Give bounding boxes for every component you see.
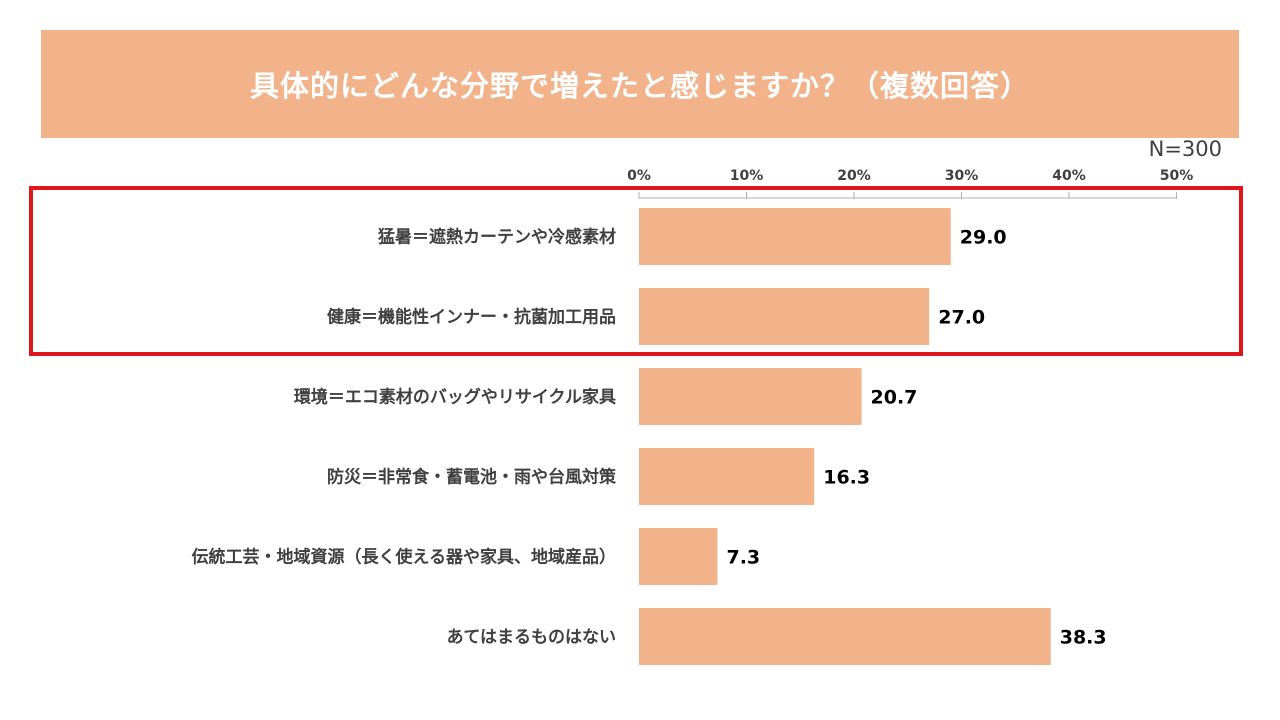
category-label: 健康＝機能性インナー・抗菌加工用品 [327, 307, 616, 328]
x-tick-label: 10% [730, 168, 764, 184]
bar [639, 528, 718, 585]
bar [639, 448, 815, 505]
category-label: 環境＝エコ素材のバッグやリサイクル家具 [294, 387, 616, 408]
chart-title: 具体的にどんな分野で増えたと感じますか？（複数回答） [249, 69, 1030, 103]
value-label: 29.0 [960, 227, 1007, 249]
title-banner: 具体的にどんな分野で増えたと感じますか？（複数回答） [41, 30, 1239, 138]
bar [639, 288, 930, 345]
highlight-box [29, 186, 1243, 356]
x-tick-label: 50% [1160, 168, 1194, 184]
category-label: 猛暑＝遮熱カーテンや冷感素材 [377, 227, 616, 248]
category-label: 伝統工芸・地域資源（長く使える器や家具、地域産品） [192, 547, 617, 568]
bar [639, 368, 862, 425]
x-tick-label: 40% [1052, 168, 1086, 184]
value-label: 38.3 [1060, 627, 1107, 649]
value-label: 16.3 [823, 467, 870, 489]
value-label: 7.3 [726, 547, 760, 569]
value-label: 20.7 [871, 387, 918, 409]
bar [639, 608, 1051, 665]
x-tick-label: 30% [945, 168, 979, 184]
value-label: 27.0 [938, 307, 985, 329]
x-tick-label: 20% [837, 168, 871, 184]
category-label: あてはまるものはない [447, 628, 616, 648]
bar [639, 208, 951, 265]
category-label: 防災＝非常食・蓄電池・雨や台風対策 [327, 467, 617, 488]
x-tick-label: 0% [627, 168, 651, 184]
sample-size-label: N=300 [1148, 137, 1222, 161]
